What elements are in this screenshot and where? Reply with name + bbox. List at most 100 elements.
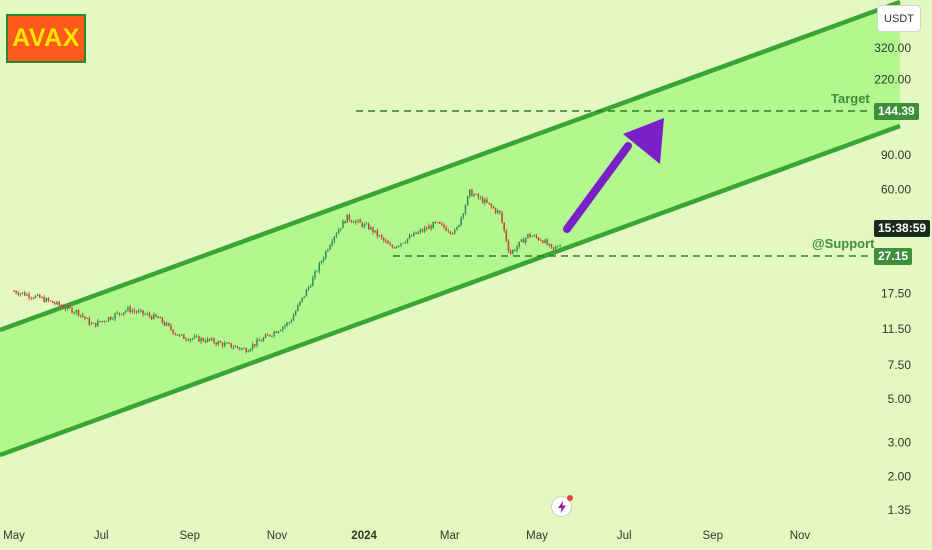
- candle-body: [114, 313, 116, 319]
- candle-body: [183, 334, 185, 339]
- candle-body: [146, 313, 149, 315]
- price-tick-label: 5.00: [888, 392, 912, 406]
- candle-body: [451, 233, 454, 234]
- candle-body: [522, 239, 525, 243]
- candles: [13, 188, 561, 354]
- candle-body: [204, 341, 207, 343]
- candle-body: [335, 233, 338, 237]
- candle-body: [26, 294, 28, 296]
- candle-body: [462, 213, 465, 218]
- candle-body: [406, 238, 409, 243]
- target-price-badge: 144.39: [874, 103, 919, 120]
- candle-body: [550, 244, 553, 247]
- countdown-badge: 15:38:59: [874, 220, 931, 237]
- candle-body: [469, 189, 471, 197]
- candle-body: [400, 243, 402, 246]
- candle-body: [54, 303, 56, 304]
- candle-body: [404, 242, 406, 244]
- candle-body: [224, 342, 226, 346]
- candle-body: [460, 217, 462, 225]
- candle-body: [374, 230, 376, 233]
- candle-body: [417, 231, 419, 234]
- candle-body: [62, 306, 65, 309]
- candle-body: [275, 331, 278, 333]
- candle-body: [189, 338, 192, 341]
- price-axis[interactable]: 320.00 220.00 90.00 60.00 17.50 11.50 7.50 5.00…: [874, 41, 911, 517]
- candle-body: [428, 225, 430, 229]
- candle-body: [447, 230, 449, 232]
- candle-body: [208, 338, 211, 341]
- candle-body: [445, 227, 447, 231]
- candle-body: [101, 320, 103, 322]
- candle-body: [337, 229, 340, 234]
- candle-body: [516, 246, 518, 251]
- candle-body: [391, 245, 394, 248]
- candle-body: [125, 310, 127, 313]
- candle-body: [60, 305, 62, 307]
- candle-body: [30, 297, 32, 299]
- candle-body: [299, 301, 301, 306]
- time-tick-label: 2024: [351, 530, 377, 542]
- candle-body: [501, 212, 503, 223]
- price-tick-label: 1.35: [888, 503, 912, 517]
- candle-body: [131, 310, 133, 313]
- candle-body: [103, 320, 106, 322]
- candle-body: [503, 222, 505, 231]
- candle-body: [548, 244, 551, 245]
- candle-body: [533, 235, 535, 237]
- time-tick-label: Nov: [790, 530, 811, 542]
- candle-body: [297, 305, 299, 311]
- candle-body: [148, 313, 151, 317]
- candle-body: [395, 246, 398, 249]
- price-tick-label: 2.00: [888, 470, 912, 484]
- candle-body: [286, 322, 288, 326]
- candle-body: [13, 291, 15, 292]
- candle-body: [413, 232, 415, 237]
- candle-body: [430, 225, 432, 229]
- candle-body: [71, 307, 73, 313]
- candle-body: [269, 335, 271, 337]
- candle-body: [271, 336, 273, 337]
- candle-body: [346, 214, 348, 223]
- candle-body: [34, 295, 37, 299]
- time-axis[interactable]: May Jul Sep Nov 2024 Mar May Jul Sep Nov: [3, 530, 810, 542]
- candle-body: [393, 247, 396, 249]
- price-tick-label: 90.00: [881, 148, 911, 162]
- candle-body: [494, 208, 497, 213]
- channel-lower-line[interactable]: [0, 123, 901, 458]
- candle-body: [370, 227, 372, 230]
- candle-body: [243, 348, 245, 350]
- candle-body: [454, 229, 456, 234]
- candle-body: [320, 261, 323, 263]
- candle-body: [497, 210, 499, 213]
- candle-body: [507, 240, 510, 251]
- candle-body: [385, 240, 387, 242]
- candle-body: [282, 326, 284, 331]
- candle-body: [181, 334, 183, 336]
- candle-body: [15, 291, 17, 294]
- candle-body: [529, 234, 531, 237]
- candle-body: [168, 323, 170, 326]
- channel-upper-line[interactable]: [0, 0, 901, 333]
- candle-body: [105, 321, 108, 322]
- candle-body: [537, 237, 540, 240]
- candle-body: [380, 235, 383, 238]
- candle-body: [322, 258, 325, 262]
- time-tick-label: Sep: [703, 530, 723, 542]
- candle-body: [163, 322, 166, 326]
- candle-body: [118, 312, 121, 314]
- candle-body: [97, 320, 99, 327]
- candle-body: [314, 271, 316, 278]
- candle-body: [92, 322, 95, 324]
- tradingview-lightning-icon[interactable]: [551, 495, 573, 517]
- candle-body: [69, 305, 71, 308]
- candle-body: [140, 310, 142, 312]
- candle-body: [421, 229, 424, 232]
- candle-body: [107, 317, 110, 321]
- currency-button[interactable]: USDT: [877, 5, 921, 32]
- candle-body: [316, 271, 318, 273]
- candle-body: [340, 228, 342, 230]
- candle-body: [155, 314, 157, 317]
- candle-body: [159, 317, 161, 319]
